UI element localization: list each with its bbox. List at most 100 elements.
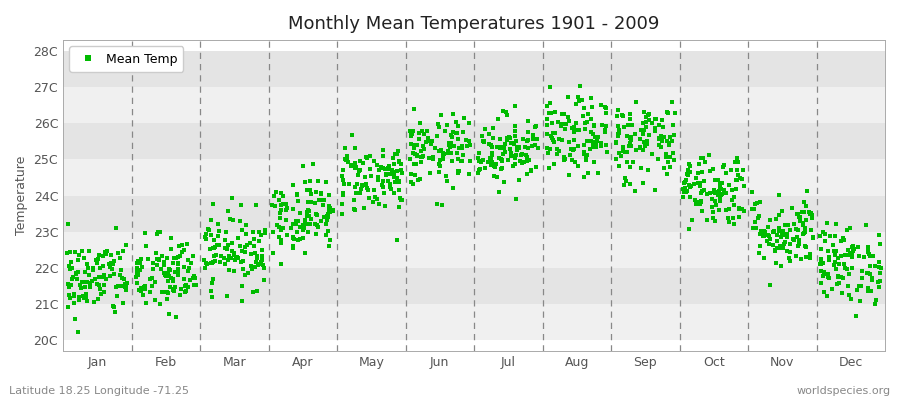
Point bbox=[392, 187, 406, 194]
Point bbox=[618, 178, 633, 184]
Point bbox=[612, 162, 626, 169]
Point bbox=[521, 128, 535, 135]
Point bbox=[590, 138, 604, 144]
Point bbox=[748, 219, 762, 225]
Point bbox=[633, 144, 647, 150]
Point bbox=[112, 272, 127, 278]
Point bbox=[502, 133, 517, 140]
Point bbox=[624, 181, 638, 187]
Point bbox=[155, 288, 169, 295]
Point bbox=[254, 258, 268, 265]
Point bbox=[364, 173, 378, 180]
Point bbox=[385, 155, 400, 161]
Point bbox=[107, 258, 122, 265]
Point bbox=[866, 253, 880, 259]
Point bbox=[162, 266, 176, 272]
Point bbox=[580, 170, 595, 176]
Point bbox=[842, 250, 857, 256]
Point bbox=[617, 124, 632, 130]
Point bbox=[684, 217, 698, 223]
Point bbox=[567, 123, 581, 130]
Point bbox=[513, 158, 527, 164]
Point bbox=[550, 151, 564, 157]
Point bbox=[657, 134, 671, 140]
Point bbox=[757, 228, 771, 234]
Point bbox=[446, 143, 461, 150]
Point bbox=[438, 172, 453, 179]
Point bbox=[676, 186, 690, 192]
Point bbox=[394, 161, 409, 168]
Point bbox=[548, 109, 562, 115]
Text: Latitude 18.25 Longitude -71.25: Latitude 18.25 Longitude -71.25 bbox=[9, 386, 189, 396]
Point bbox=[796, 231, 810, 238]
Point bbox=[182, 265, 196, 271]
Point bbox=[661, 159, 675, 165]
Point bbox=[255, 252, 269, 259]
Point bbox=[317, 197, 331, 204]
Point bbox=[637, 108, 652, 115]
Point bbox=[845, 248, 859, 254]
Point bbox=[815, 273, 830, 280]
Point bbox=[404, 130, 419, 137]
Point bbox=[244, 251, 258, 258]
Point bbox=[347, 184, 362, 190]
Point bbox=[454, 143, 469, 149]
Point bbox=[515, 151, 529, 157]
Point bbox=[588, 158, 602, 165]
Point bbox=[450, 130, 464, 136]
Point bbox=[577, 142, 591, 148]
Point bbox=[289, 218, 303, 224]
Point bbox=[363, 152, 377, 159]
Point bbox=[440, 122, 454, 128]
Point bbox=[522, 157, 536, 163]
Point bbox=[238, 271, 252, 278]
Point bbox=[712, 188, 726, 194]
Point bbox=[303, 221, 318, 227]
Point bbox=[286, 234, 301, 240]
Point bbox=[390, 237, 404, 244]
Point bbox=[520, 118, 535, 124]
Point bbox=[163, 284, 177, 290]
Point bbox=[756, 233, 770, 239]
Point bbox=[493, 145, 508, 151]
Point bbox=[326, 207, 340, 214]
Point bbox=[222, 252, 237, 259]
Point bbox=[335, 173, 349, 179]
Point bbox=[846, 243, 860, 249]
Point bbox=[410, 152, 424, 159]
Point bbox=[544, 133, 558, 139]
Point bbox=[552, 148, 566, 154]
Point bbox=[508, 196, 523, 202]
Point bbox=[310, 212, 325, 218]
Point bbox=[572, 94, 586, 100]
Point bbox=[566, 128, 580, 135]
Point bbox=[562, 172, 577, 178]
Point bbox=[199, 259, 213, 266]
Point bbox=[360, 155, 374, 161]
Point bbox=[158, 272, 173, 278]
Point bbox=[611, 132, 625, 138]
Point bbox=[732, 204, 746, 211]
Text: worldspecies.org: worldspecies.org bbox=[796, 386, 891, 396]
Point bbox=[816, 289, 831, 296]
Point bbox=[207, 236, 221, 243]
Point bbox=[434, 146, 448, 153]
Point bbox=[524, 167, 538, 173]
Point bbox=[335, 201, 349, 208]
Point bbox=[361, 187, 375, 194]
Point bbox=[782, 254, 796, 261]
Point bbox=[98, 249, 112, 256]
Point bbox=[391, 174, 405, 181]
Point bbox=[778, 232, 793, 238]
Point bbox=[715, 180, 729, 187]
Point bbox=[778, 239, 792, 245]
Point bbox=[106, 261, 121, 267]
Point bbox=[694, 198, 708, 205]
Point bbox=[793, 214, 807, 220]
Point bbox=[707, 187, 722, 194]
Point bbox=[688, 200, 703, 207]
Point bbox=[432, 161, 446, 168]
Point bbox=[648, 128, 662, 134]
Point bbox=[431, 169, 446, 176]
Point bbox=[241, 270, 256, 276]
